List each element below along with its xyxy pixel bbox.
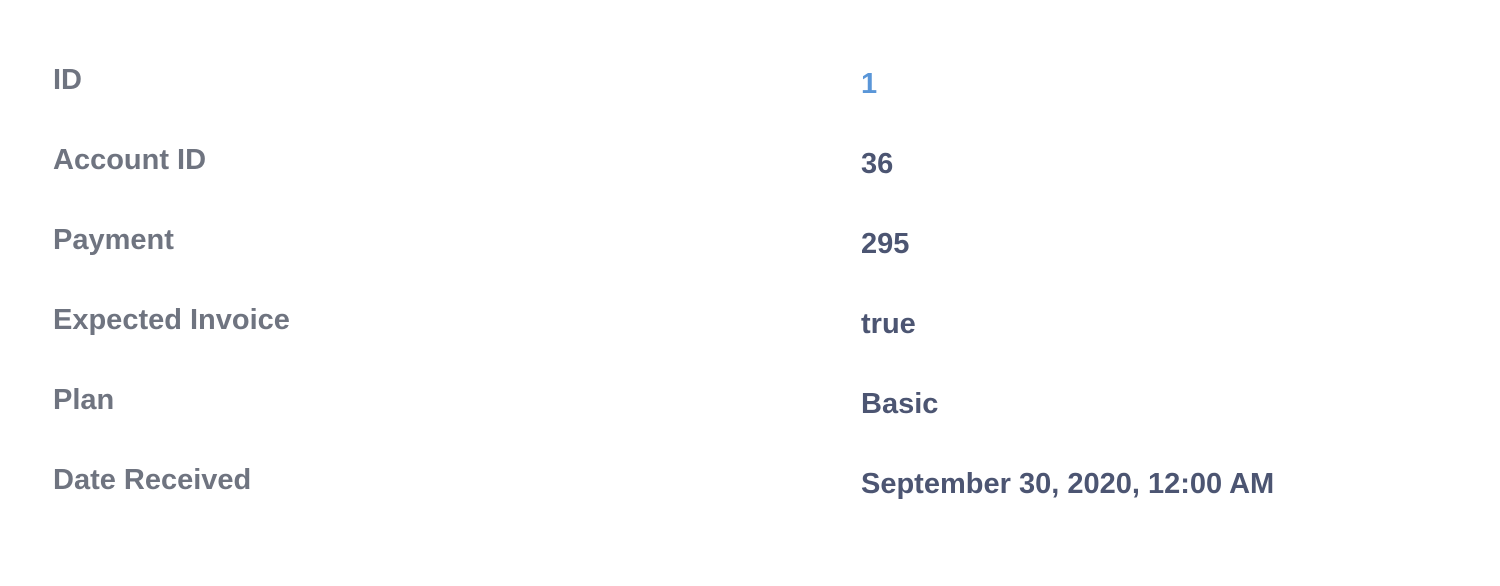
- detail-row-id: ID 1: [0, 62, 1500, 142]
- field-value-plan: Basic: [861, 388, 939, 420]
- field-value-id-link[interactable]: 1: [861, 68, 878, 100]
- field-value-expected-invoice: true: [861, 308, 916, 340]
- field-label-plan: Plan: [53, 384, 115, 416]
- field-label-date-received: Date Received: [53, 464, 252, 496]
- field-value-date-received: September 30, 2020, 12:00 AM: [861, 468, 1275, 500]
- field-label-account-id: Account ID: [53, 144, 207, 176]
- field-value-payment: 295: [861, 228, 910, 260]
- detail-row-expected-invoice: Expected Invoice true: [0, 302, 1500, 382]
- field-label-id: ID: [53, 64, 82, 96]
- field-value-account-id: 36: [861, 148, 894, 180]
- detail-row-plan: Plan Basic: [0, 382, 1500, 462]
- detail-row-date-received: Date Received September 30, 2020, 12:00 …: [0, 462, 1500, 542]
- field-label-expected-invoice: Expected Invoice: [53, 304, 290, 336]
- detail-row-payment: Payment 295: [0, 222, 1500, 302]
- detail-row-account-id: Account ID 36: [0, 142, 1500, 222]
- field-label-payment: Payment: [53, 224, 174, 256]
